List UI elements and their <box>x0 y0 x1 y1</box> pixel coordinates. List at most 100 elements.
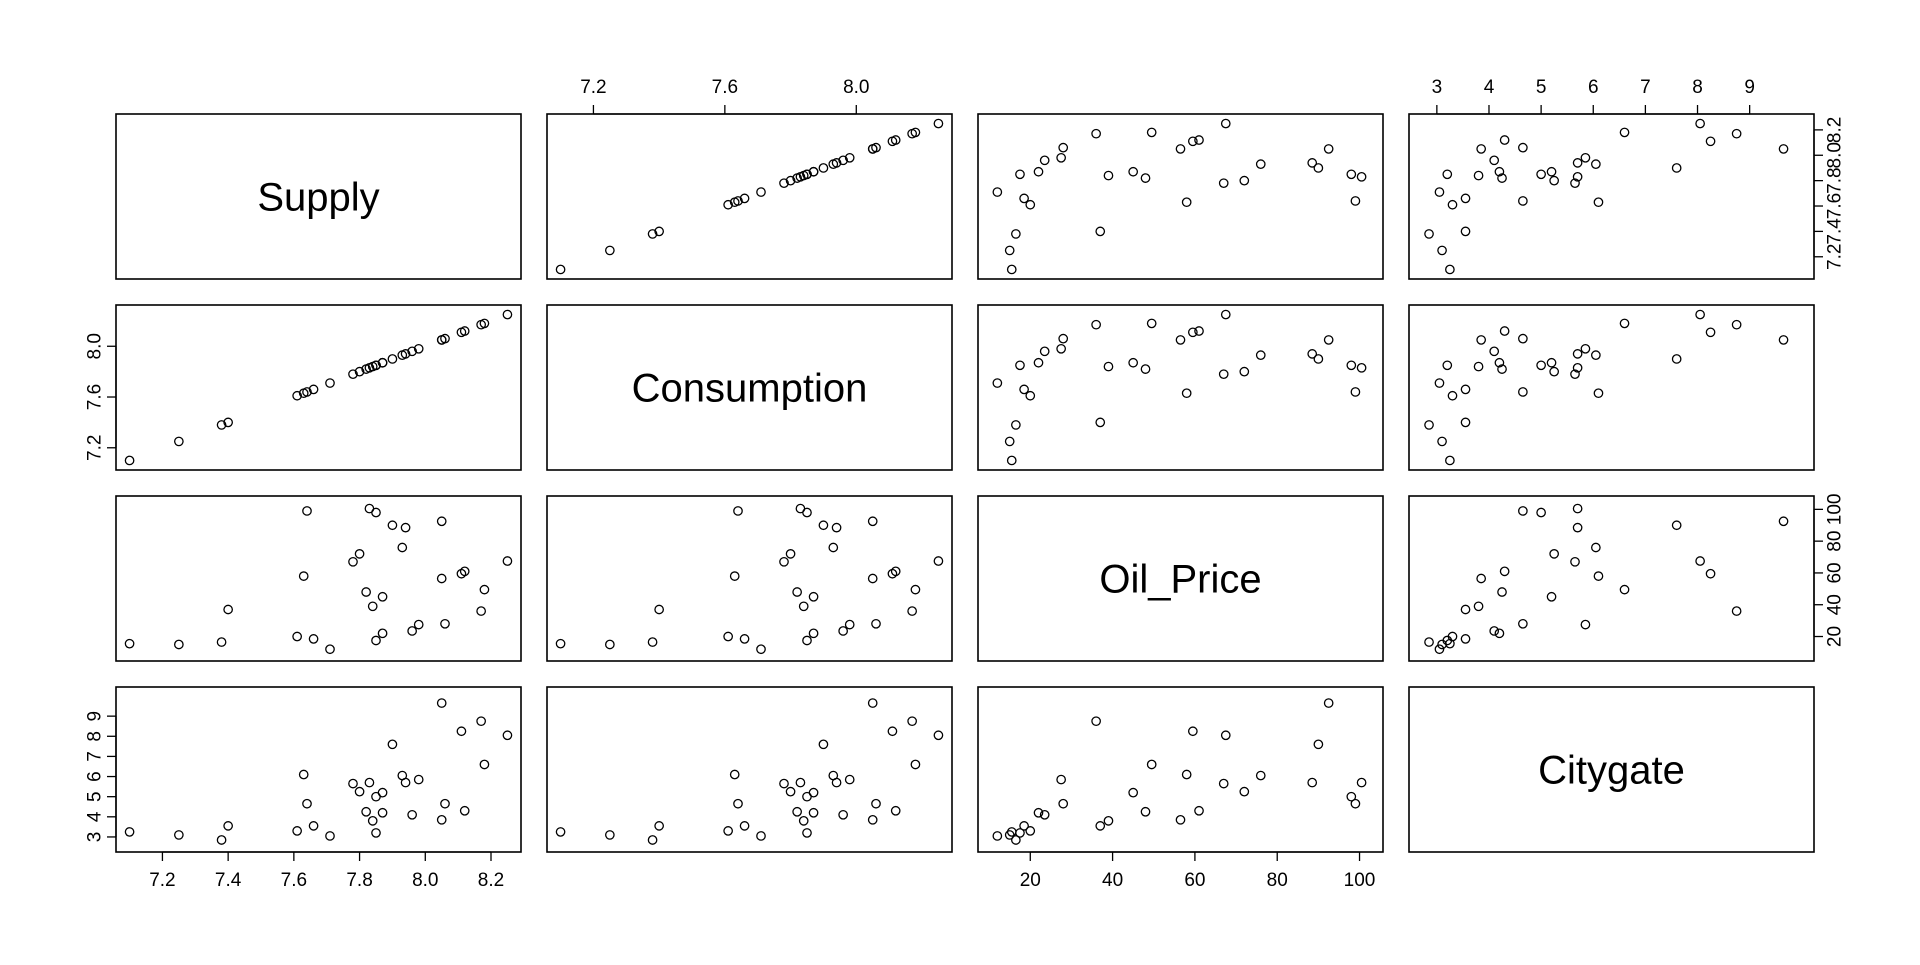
data-point <box>1731 319 1742 330</box>
data-point <box>1778 144 1789 154</box>
data-point <box>502 730 513 741</box>
data-point <box>1499 326 1510 336</box>
tick-label: 8.0 <box>1825 142 1846 168</box>
panel-frame <box>546 304 953 471</box>
data-point <box>808 628 819 639</box>
data-point <box>871 142 881 153</box>
data-point <box>1473 170 1484 181</box>
panel-oil-price-vs-citygate <box>1408 495 1815 662</box>
data-point <box>1015 828 1025 838</box>
data-point <box>739 193 750 204</box>
data-point <box>1580 343 1591 354</box>
data-point <box>1350 196 1361 206</box>
data-point <box>555 827 566 837</box>
data-point <box>479 318 490 329</box>
data-point <box>933 118 944 129</box>
data-point <box>436 573 447 584</box>
data-point <box>440 333 450 344</box>
panel-oil-price-vs-oil-price: Oil_Price <box>977 495 1384 662</box>
panel-frame <box>1408 686 1815 853</box>
panel-consumption-vs-citygate <box>1408 304 1815 471</box>
y-axis-right-supply: 7.27.47.67.88.08.2 <box>1813 117 1846 270</box>
data-point <box>1447 199 1458 210</box>
panel-supply-vs-consumption <box>546 113 953 280</box>
data-point <box>647 835 658 845</box>
data-point <box>325 831 335 841</box>
tick-label: 7.2 <box>85 435 106 461</box>
data-point <box>867 698 878 708</box>
data-point <box>867 814 878 825</box>
data-point <box>871 618 881 629</box>
data-point <box>1140 364 1151 374</box>
data-point <box>1437 245 1447 256</box>
tick-label: 7.2 <box>149 870 175 891</box>
data-point <box>387 354 398 364</box>
tick-label: 60 <box>1825 562 1846 583</box>
tick-label: 8 <box>85 731 106 742</box>
tick-label: 3 <box>85 832 106 843</box>
data-point <box>407 626 417 636</box>
data-point <box>1518 196 1528 206</box>
data-point <box>1218 778 1229 789</box>
data-point <box>1039 346 1050 357</box>
data-point <box>733 196 743 206</box>
data-point <box>1220 118 1231 129</box>
data-point <box>1313 739 1324 750</box>
panel-citygate-vs-citygate: Citygate <box>1408 686 1815 853</box>
data-point <box>1572 503 1583 514</box>
data-point <box>1356 777 1367 788</box>
data-point <box>371 360 381 371</box>
data-point <box>1570 178 1580 189</box>
data-point <box>654 226 664 237</box>
panel-frame <box>546 686 953 853</box>
data-point <box>1181 769 1192 780</box>
data-point <box>798 601 809 612</box>
data-point <box>802 507 812 518</box>
tick-label: 80 <box>1825 531 1846 552</box>
tick-label: 9 <box>85 711 106 722</box>
data-point <box>1239 175 1250 186</box>
data-point <box>838 155 848 166</box>
data-point <box>844 774 855 785</box>
data-point <box>831 777 842 788</box>
data-point <box>1313 163 1324 173</box>
tick-label: 7.6 <box>281 870 307 891</box>
data-point <box>1460 604 1471 615</box>
data-point <box>1058 142 1069 153</box>
data-point <box>1445 264 1455 275</box>
tick-label: 7.2 <box>1825 244 1846 270</box>
data-point <box>1570 369 1580 380</box>
data-point <box>1705 136 1716 147</box>
data-point <box>216 835 227 845</box>
data-point <box>808 166 819 177</box>
data-point <box>1025 390 1036 401</box>
data-point <box>1140 806 1151 817</box>
tick-label: 8.0 <box>412 870 438 891</box>
data-point <box>223 821 233 831</box>
data-point <box>459 805 470 816</box>
data-point <box>479 584 490 595</box>
data-point <box>1004 830 1015 840</box>
data-point <box>1307 777 1318 788</box>
data-point <box>308 821 319 831</box>
data-point <box>795 777 806 788</box>
data-point <box>1473 601 1484 612</box>
tick-label: 7 <box>85 751 106 762</box>
data-point <box>298 571 309 581</box>
data-point <box>802 635 812 646</box>
data-point <box>779 778 789 789</box>
data-point <box>756 644 766 655</box>
data-point <box>844 619 855 630</box>
data-point <box>1580 152 1591 163</box>
data-point <box>1671 354 1682 364</box>
data-point <box>1128 787 1139 798</box>
data-point <box>1019 384 1029 395</box>
data-point <box>808 807 819 818</box>
data-point <box>292 390 302 401</box>
data-point <box>1187 726 1198 737</box>
data-point <box>436 698 447 708</box>
data-point <box>808 591 819 602</box>
data-point <box>1350 798 1361 809</box>
data-point <box>1619 584 1630 595</box>
